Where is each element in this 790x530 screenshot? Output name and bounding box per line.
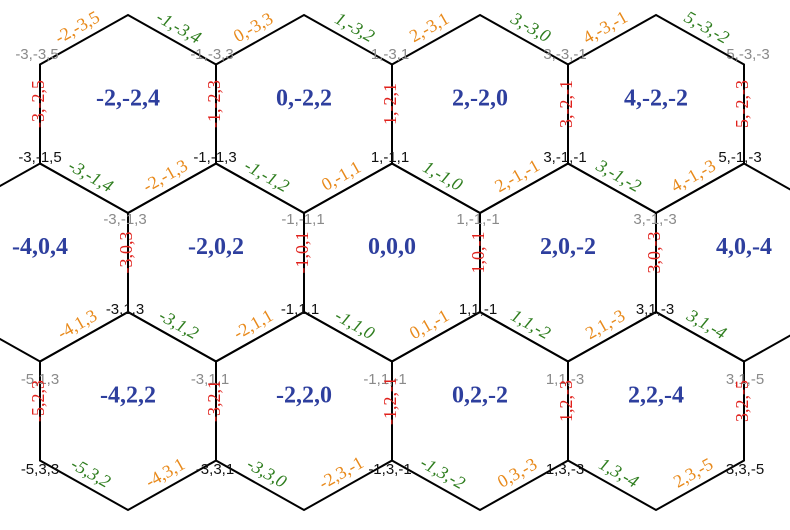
hex-label: 2,-2,0 bbox=[452, 86, 508, 112]
hex-label: -2,2,0 bbox=[276, 383, 332, 409]
hex-label: 4,0,-4 bbox=[716, 234, 772, 260]
edge-label: -3,-1,4 bbox=[65, 155, 117, 196]
edge-label: 2,-1,-1 bbox=[491, 155, 543, 196]
edge-label: 0,3,-3 bbox=[494, 454, 540, 492]
hex-label: -4,2,2 bbox=[100, 383, 156, 409]
vertex-label: -3,1,3 bbox=[106, 301, 144, 318]
edge-label: -5,3,2 bbox=[68, 454, 114, 492]
hex-label: 0,0,0 bbox=[368, 234, 416, 260]
edge-label: -1,-2,3 bbox=[204, 80, 224, 128]
vertex-label: 3,1,-3 bbox=[636, 301, 674, 318]
edge-label: 3,2,-5 bbox=[732, 380, 752, 422]
vertex-label: 1,-3,1 bbox=[371, 46, 409, 63]
edge-label: 1,3,-4 bbox=[596, 454, 642, 492]
vertex-label: -3,-1,3 bbox=[103, 211, 146, 228]
vertex-label: 3,-1,-1 bbox=[543, 149, 586, 166]
hex-outline bbox=[391, 310, 569, 512]
edge-label: -1,0,1 bbox=[292, 232, 312, 274]
vertex-label: 5,-1,-3 bbox=[718, 149, 761, 166]
edge-label: 3,-2,-1 bbox=[556, 80, 576, 128]
edge-label: 1,-2,1 bbox=[380, 83, 400, 125]
vertex-label: 1,-1,-1 bbox=[456, 211, 499, 228]
hex-outline bbox=[303, 162, 481, 363]
edge-label: 1,1,-2 bbox=[508, 305, 554, 343]
hex-outline bbox=[479, 162, 657, 363]
edge-label: -3,1,2 bbox=[156, 305, 202, 343]
edge-label: 1,2,-3 bbox=[556, 380, 576, 422]
hex-outline bbox=[567, 310, 745, 512]
hex-outline bbox=[215, 310, 393, 512]
edge-label: 0,-1,1 bbox=[318, 157, 364, 195]
vertex-label: 3,1,-5 bbox=[726, 371, 764, 388]
edge-label: 3,1,-4 bbox=[683, 305, 730, 344]
edge-label: 1,0,-1 bbox=[468, 232, 488, 274]
vertex-label: -3,-3,5 bbox=[15, 46, 58, 63]
vertex-label: 1,3,-3 bbox=[546, 461, 584, 478]
edge-label: -2,1,1 bbox=[230, 305, 276, 343]
hex-label: 2,0,-2 bbox=[540, 234, 596, 260]
edge-label: 0,1,-1 bbox=[406, 305, 452, 343]
vertex-label: -3,-1,5 bbox=[18, 149, 61, 166]
edge-label: 3,-1,-2 bbox=[592, 155, 645, 196]
edge-label: -3,2,1 bbox=[204, 380, 224, 422]
vertex-label: -1,-1,1 bbox=[281, 211, 324, 228]
edge-label: -2,-3,5 bbox=[51, 7, 103, 48]
edge-label: 2,1,-3 bbox=[582, 305, 628, 343]
edge-label: -2,3,-1 bbox=[315, 452, 367, 493]
edge-label: 4,-1,-3 bbox=[667, 155, 719, 196]
edge-label: 1,-1,0 bbox=[420, 157, 466, 195]
hex-label: 2,2,-4 bbox=[628, 383, 684, 409]
vertex-label: 5,-3,-3 bbox=[726, 46, 769, 63]
edge-label: -3,-2,5 bbox=[28, 80, 48, 128]
edge-label: -3,3,0 bbox=[244, 454, 290, 492]
hex-label: -2,-2,4 bbox=[96, 86, 160, 112]
edge-label: -1,3,-2 bbox=[417, 452, 469, 493]
vertex-label: -5,3,3 bbox=[21, 461, 59, 478]
vertex-label: 3,3,-5 bbox=[726, 461, 764, 478]
edge-label: -4,3,1 bbox=[142, 454, 188, 492]
hex-outline bbox=[567, 13, 745, 215]
edge-label: -1,2,-1 bbox=[380, 377, 400, 425]
hex-outline bbox=[39, 13, 217, 215]
vertex-label: -1,3,-1 bbox=[368, 461, 411, 478]
edge-label: -1,-1,2 bbox=[241, 155, 293, 196]
hex-outline bbox=[39, 310, 217, 512]
hex-outline bbox=[127, 162, 305, 363]
hex-outline bbox=[215, 13, 393, 215]
edge-label: -1,-3,4 bbox=[153, 7, 205, 48]
hex-label: 0,2,-2 bbox=[452, 383, 508, 409]
edge-label: 5,-2,-3 bbox=[732, 80, 752, 128]
edge-label: 4,-3,-1 bbox=[579, 7, 631, 48]
vertex-label: -3,1,1 bbox=[191, 371, 229, 388]
edge-label: -4,1,3 bbox=[54, 305, 100, 343]
vertex-label: -1,1,1 bbox=[281, 301, 319, 318]
hex-label: -4,0,4 bbox=[12, 234, 68, 260]
hex-label: 0,-2,2 bbox=[276, 86, 332, 112]
edge-label: -3,0,3 bbox=[116, 232, 136, 274]
vertex-label: 1,1,-3 bbox=[546, 371, 584, 388]
edge-label: -5,2,3 bbox=[28, 380, 48, 422]
edge-label: 2,-3,1 bbox=[406, 8, 452, 46]
vertex-label: 1,1,-1 bbox=[459, 301, 497, 318]
hex-label: -2,0,2 bbox=[188, 234, 244, 260]
edge-label: 2,3,-5 bbox=[670, 454, 716, 492]
vertex-label: -1,-1,3 bbox=[193, 149, 236, 166]
vertex-label: -3,3,1 bbox=[196, 461, 234, 478]
edge-label: 1,-3,2 bbox=[332, 8, 378, 46]
edge-label: -1,1,0 bbox=[332, 305, 378, 343]
hex-label: 4,-2,-2 bbox=[624, 86, 688, 112]
vertex-label: 3,-3,-1 bbox=[543, 46, 586, 63]
edge-label: 5,-3,-2 bbox=[681, 7, 733, 48]
vertex-label: -1,1,-1 bbox=[363, 371, 406, 388]
vertex-label: -5,1,3 bbox=[21, 371, 59, 388]
vertex-label: 1,-1,1 bbox=[371, 149, 409, 166]
hex-outline bbox=[391, 13, 569, 215]
edge-label: 3,-3,0 bbox=[507, 8, 554, 47]
edge-label: -2,-1,3 bbox=[139, 155, 191, 196]
edge-label: 0,-3,3 bbox=[230, 8, 276, 46]
edge-label: 3,0,-3 bbox=[644, 232, 664, 274]
vertex-label: 3,-1,-3 bbox=[633, 211, 676, 228]
vertex-label: -1,-3,3 bbox=[190, 46, 233, 63]
